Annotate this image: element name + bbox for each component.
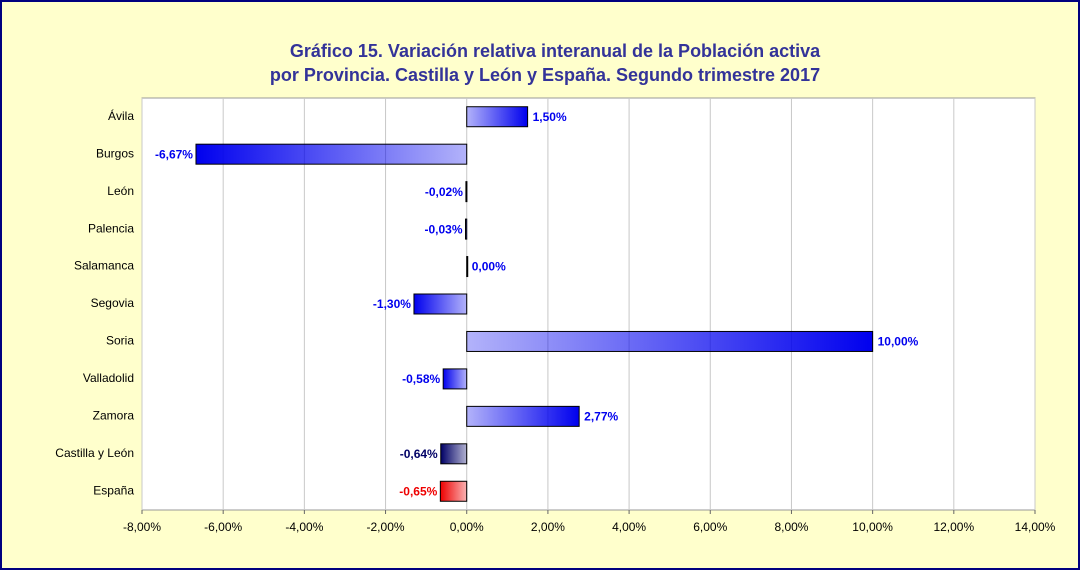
data-label: -0,65%	[399, 484, 437, 498]
x-tick-label: 8,00%	[774, 520, 808, 534]
x-tick-label: -4,00%	[285, 520, 323, 534]
y-tick-label: Soria	[106, 334, 134, 348]
y-tick-label: Palencia	[88, 221, 134, 235]
y-tick-label: Burgos	[96, 146, 134, 160]
bar	[465, 218, 468, 240]
chart-title: Gráfico 15. Variación relativa interanua…	[290, 41, 821, 61]
data-label: 0,00%	[472, 260, 506, 274]
x-tick-label: 4,00%	[612, 520, 646, 534]
y-tick-label: Ávila	[108, 108, 134, 123]
y-tick-label: Salamanca	[74, 259, 134, 273]
bar	[466, 106, 529, 128]
x-tick-label: 0,00%	[450, 520, 484, 534]
bar	[439, 480, 468, 502]
data-label: -6,67%	[155, 147, 193, 161]
y-tick-label: León	[107, 184, 134, 198]
x-tick-label: 2,00%	[531, 520, 565, 534]
bar	[195, 143, 468, 165]
data-label: 1,50%	[533, 110, 567, 124]
x-tick-label: -8,00%	[123, 520, 161, 534]
data-label: -0,58%	[402, 372, 440, 386]
data-label: -1,30%	[373, 297, 411, 311]
bar	[442, 368, 468, 390]
x-tick-label: -6,00%	[204, 520, 242, 534]
bar	[466, 405, 580, 427]
data-label: -0,64%	[400, 447, 438, 461]
bar	[413, 293, 468, 315]
bar	[466, 256, 469, 278]
x-tick-label: 10,00%	[852, 520, 893, 534]
bar	[465, 181, 468, 203]
data-label: -0,02%	[425, 185, 463, 199]
y-tick-label: España	[93, 483, 134, 497]
y-tick-label: Castilla y León	[55, 446, 134, 460]
bar	[440, 443, 468, 465]
y-tick-label: Zamora	[93, 409, 135, 423]
y-tick-label: Valladolid	[83, 371, 134, 385]
data-label: 10,00%	[878, 335, 919, 349]
y-tick-label: Segovia	[91, 296, 135, 310]
data-label: -0,03%	[424, 222, 462, 236]
bar	[466, 330, 874, 352]
x-tick-label: -2,00%	[367, 520, 405, 534]
data-label: 2,77%	[584, 410, 618, 424]
plot-area	[141, 97, 1036, 511]
x-tick-label: 14,00%	[1015, 520, 1056, 534]
chart-title: por Provincia. Castilla y León y España.…	[270, 65, 820, 85]
x-tick-label: 12,00%	[933, 520, 974, 534]
x-tick-label: 6,00%	[693, 520, 727, 534]
